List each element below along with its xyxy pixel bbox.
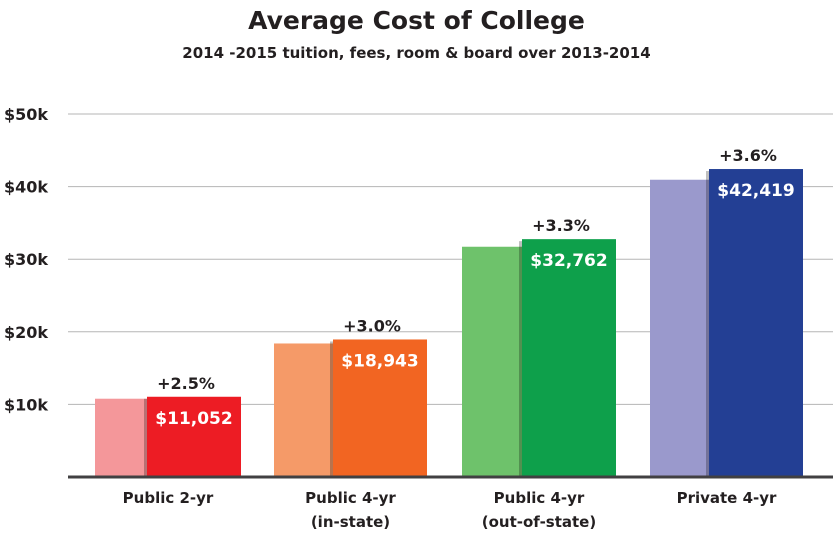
bar-current-year [147, 396, 241, 477]
x-tick-label: Public 4-yr [305, 489, 396, 507]
x-tick-label: (out-of-state) [482, 513, 596, 531]
y-tick-label: $40k [4, 178, 48, 197]
change-label: +3.3% [532, 216, 590, 235]
data-label: $32,762 [530, 251, 607, 271]
bar-current-year [709, 169, 803, 477]
x-tick-label: Public 2-yr [123, 489, 214, 507]
bar-previous-year [462, 246, 522, 477]
x-tick-label: (in-state) [311, 513, 390, 531]
bar-current-year [333, 339, 427, 477]
change-label: +3.0% [343, 316, 401, 335]
data-label: $11,052 [155, 409, 232, 429]
data-label: $18,943 [341, 351, 418, 371]
y-tick-label: $50k [4, 105, 48, 124]
data-label: $42,419 [717, 181, 794, 201]
change-label: +3.6% [719, 146, 777, 165]
chart-subtitle: 2014 -2015 tuition, fees, room & board o… [182, 44, 651, 62]
bar-current-year [522, 239, 616, 477]
bar-previous-year [274, 343, 333, 477]
y-tick-label: $20k [4, 323, 48, 342]
bar-previous-year [650, 179, 709, 477]
y-tick-label: $10k [4, 395, 48, 414]
chart-title: Average Cost of College [248, 6, 585, 35]
x-tick-label: Private 4-yr [677, 489, 777, 507]
y-tick-label: $30k [4, 250, 48, 269]
change-label: +2.5% [157, 374, 215, 393]
x-tick-label: Public 4-yr [494, 489, 585, 507]
bar-previous-year [95, 398, 147, 477]
